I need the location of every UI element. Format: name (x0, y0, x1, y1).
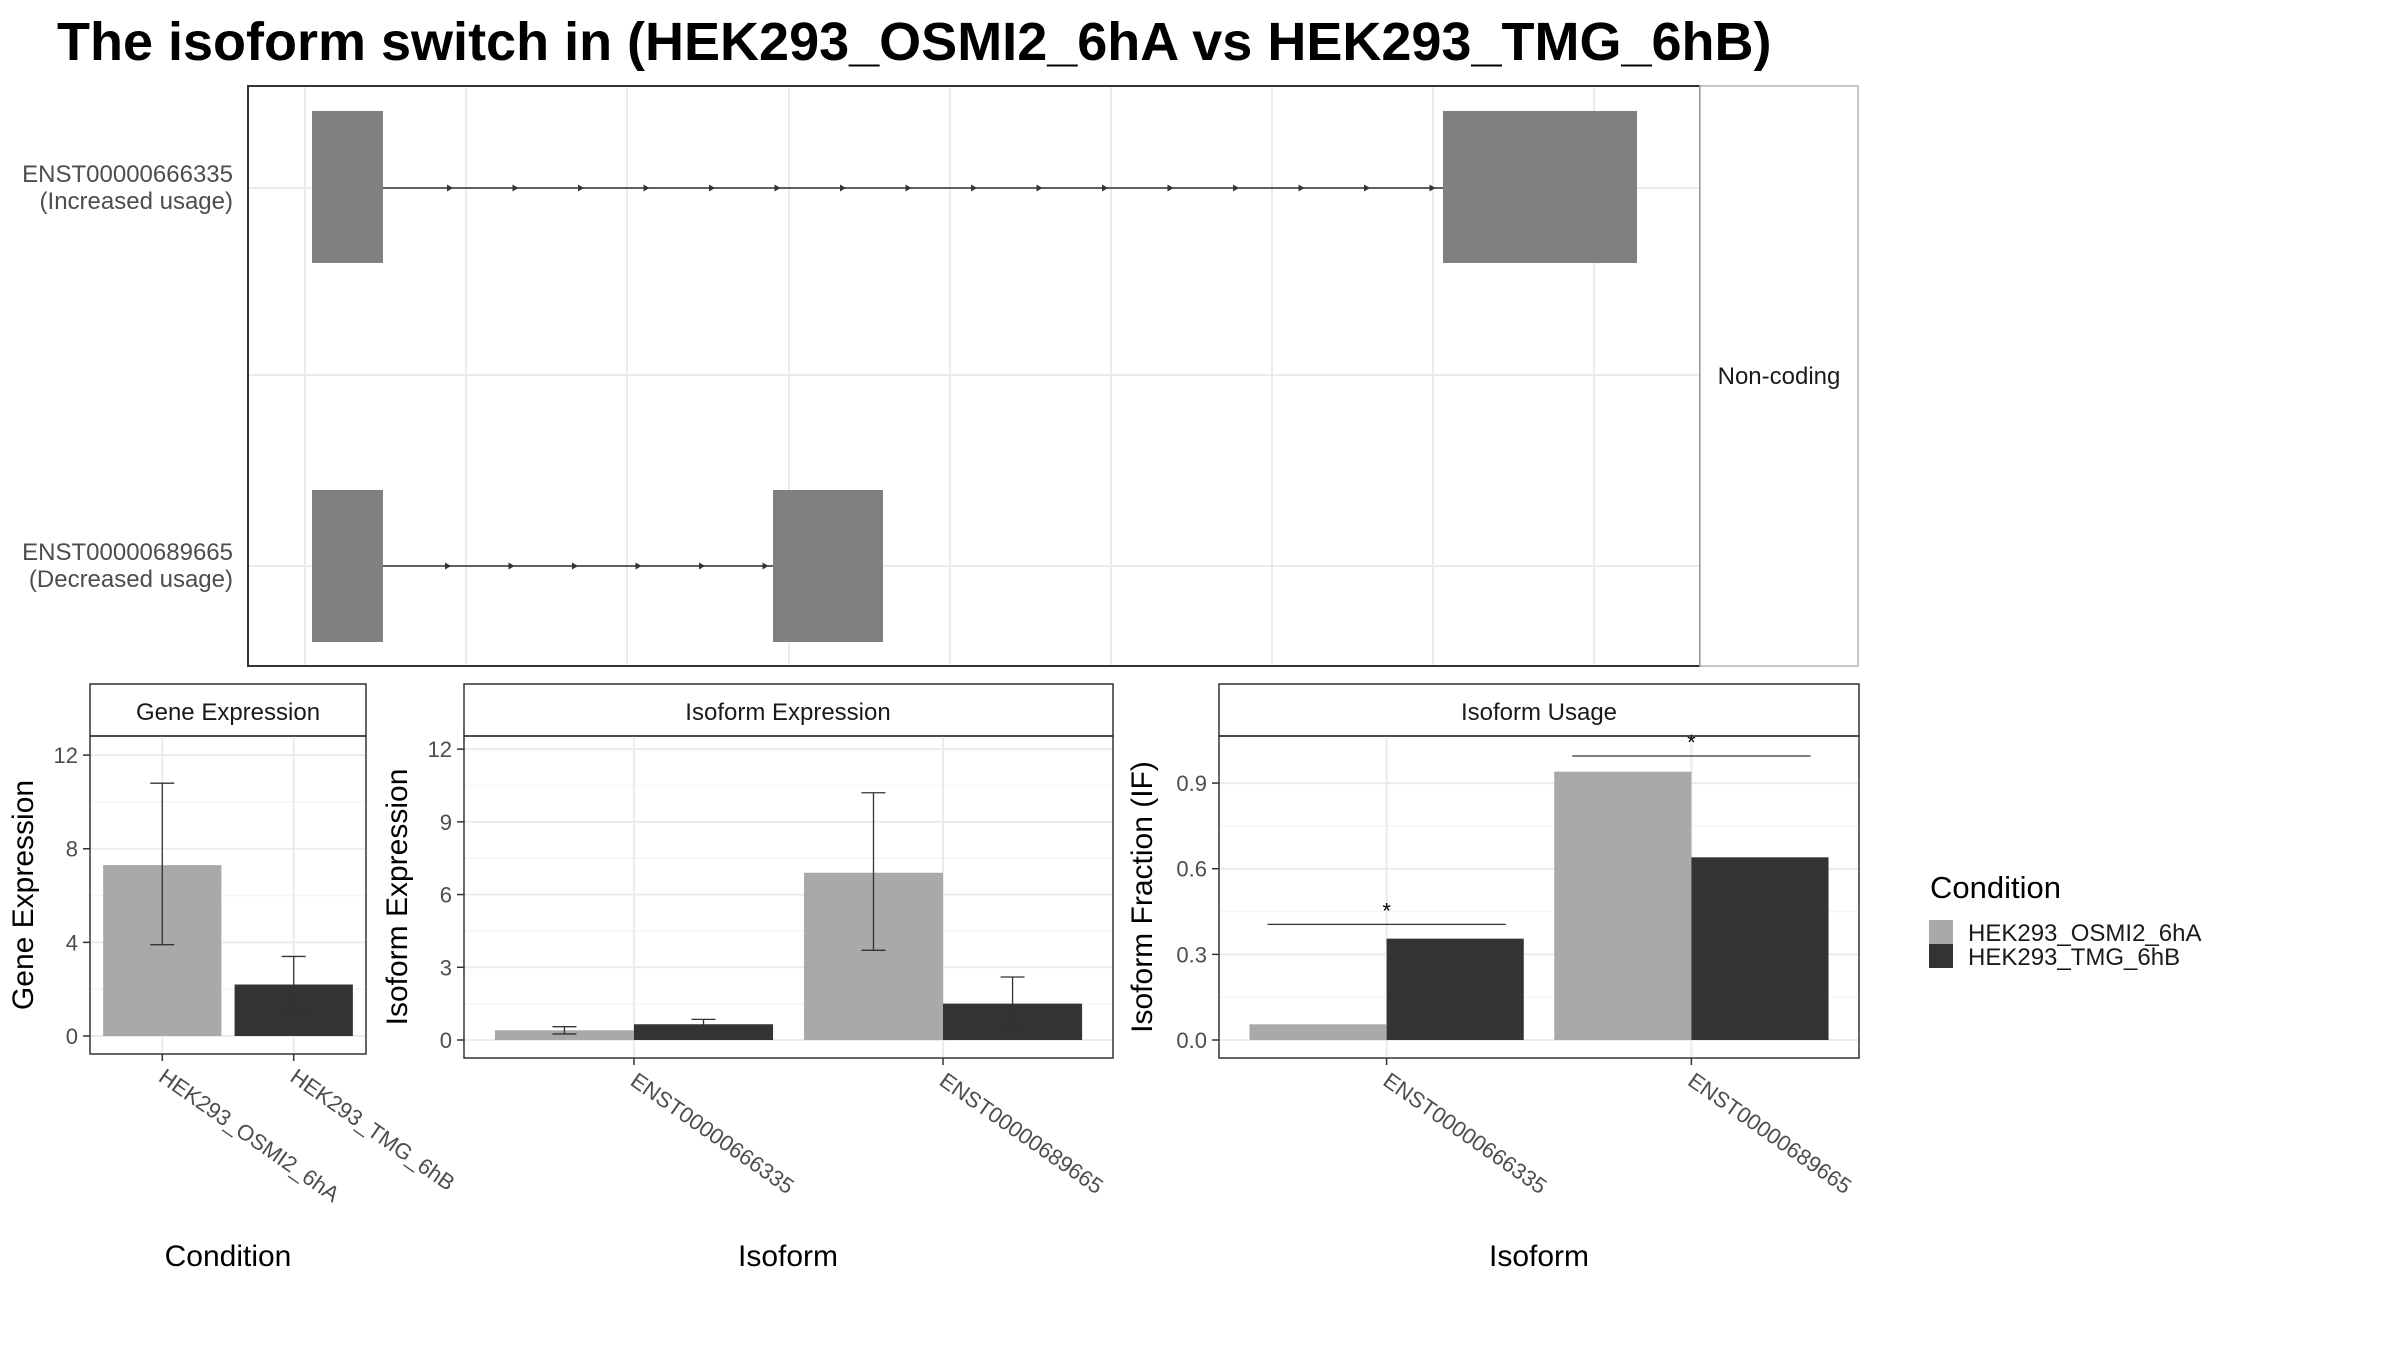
intron-arrow (1298, 184, 1305, 192)
bar (1249, 1024, 1387, 1040)
y-tick-label: 4 (66, 930, 78, 955)
x-axis-title: Condition (165, 1240, 292, 1273)
x-axis-title: Isoform (738, 1240, 838, 1273)
intron-direction-arrows (447, 184, 1436, 192)
panel-strip (463, 683, 1114, 737)
panel-border (89, 735, 367, 1055)
y-tick-label: 0.0 (1176, 1028, 1207, 1053)
intron-arrow (1102, 184, 1108, 192)
legend: Condition HEK293_OSMI2_6hA HEK293_TMG_6h… (1929, 870, 2201, 971)
panel-strip-label: Isoform Usage (1461, 699, 1617, 726)
x-tick-label: ENST00000666335 (626, 1068, 799, 1199)
bar (1691, 857, 1829, 1040)
y-axis-title: Gene Expression (7, 780, 40, 1010)
intron-arrow (578, 184, 584, 192)
y-tick-label: 3 (440, 955, 452, 980)
track-label-usage: (Increased usage) (40, 188, 233, 215)
intron-arrow (1167, 184, 1174, 192)
legend-title: Condition (1930, 870, 2061, 905)
exon-block (312, 111, 383, 263)
intron-arrow (1364, 184, 1370, 192)
facet-strip-right (1699, 85, 1859, 667)
significance-star: * (1382, 898, 1391, 923)
legend-label: HEK293_TMG_6hB (1968, 944, 2180, 971)
intron-arrow (1429, 184, 1436, 192)
track-label-id: ENST00000666335 (22, 161, 233, 188)
y-axis-title: Isoform Expression (381, 769, 414, 1026)
intron-arrow (1233, 184, 1239, 192)
y-tick-label: 12 (428, 737, 452, 762)
legend-swatch (1929, 920, 1953, 944)
x-tick-label: ENST00000666335 (1379, 1068, 1552, 1199)
bars (103, 782, 353, 1036)
isoform-expression-panel: Isoform Expression 0 3 6 9 12 ENST00000666335… (381, 683, 1114, 1273)
intron-arrow (635, 562, 642, 570)
panel-strip-label: Gene Expression (136, 699, 320, 726)
legend-swatch (1929, 944, 1953, 968)
track-label-id: ENST00000689665 (22, 539, 233, 566)
intron-arrow (572, 562, 578, 570)
bars (494, 792, 1083, 1040)
intron-arrow (971, 184, 977, 192)
intron-arrow (840, 184, 846, 192)
x-tick-label: ENST00000689665 (1684, 1068, 1857, 1199)
y-tick-label: 0.9 (1176, 771, 1207, 796)
significance-star: * (1687, 730, 1696, 755)
figure-title: The isoform switch in (HEK293_OSMI2_6hA … (57, 12, 1771, 72)
panel-border (463, 735, 1114, 1059)
panel-strip (1218, 683, 1860, 737)
bar (1386, 938, 1524, 1040)
x-axis-title: Isoform (1489, 1240, 1589, 1273)
y-tick-label: 12 (54, 743, 78, 768)
isoform-usage-panel: Isoform Usage ** 0.00.30.60.9ENST0000066… (1126, 683, 1860, 1273)
panel-strip-label: Isoform Expression (685, 699, 890, 726)
exon-block (773, 490, 883, 642)
panel-border (1218, 735, 1860, 1059)
y-tick-label: 0.6 (1176, 857, 1207, 882)
exon-block (312, 490, 383, 642)
intron-direction-arrows (445, 562, 769, 570)
intron-arrow (1036, 184, 1043, 192)
transcript-track-2 (312, 490, 883, 642)
bar (494, 1030, 634, 1040)
y-tick-label: 9 (440, 810, 452, 835)
facet-label-noncoding: Non-coding (1718, 363, 1841, 390)
x-tick-label: ENST00000689665 (935, 1068, 1108, 1199)
transcript-structure-panel: Non-coding ENST00000666335 (Increased us… (22, 85, 1859, 667)
intron-arrow (762, 562, 769, 570)
exon-block (1443, 111, 1637, 263)
y-tick-label: 0 (66, 1024, 78, 1049)
intron-arrow (445, 562, 451, 570)
panel-strip (89, 683, 367, 737)
bar (1554, 771, 1692, 1040)
legend-label: HEK293_OSMI2_6hA (1968, 920, 2201, 947)
y-tick-label: 0.3 (1176, 942, 1207, 967)
y-axis-title: Isoform Fraction (IF) (1126, 761, 1159, 1033)
intron-arrow (508, 562, 515, 570)
intron-arrow (699, 562, 705, 570)
intron-arrow (643, 184, 650, 192)
y-tick-label: 0 (440, 1028, 452, 1053)
y-tick-label: 8 (66, 837, 78, 862)
intron-arrow (512, 184, 519, 192)
intron-arrow (774, 184, 781, 192)
bars: ** (1249, 730, 1829, 1040)
y-tick-label: 6 (440, 883, 452, 908)
track-label-usage: (Decreased usage) (29, 566, 233, 593)
intron-arrow (709, 184, 715, 192)
intron-arrow (447, 184, 453, 192)
bar (633, 1024, 774, 1040)
intron-arrow (905, 184, 912, 192)
transcript-track-1 (312, 111, 1637, 263)
